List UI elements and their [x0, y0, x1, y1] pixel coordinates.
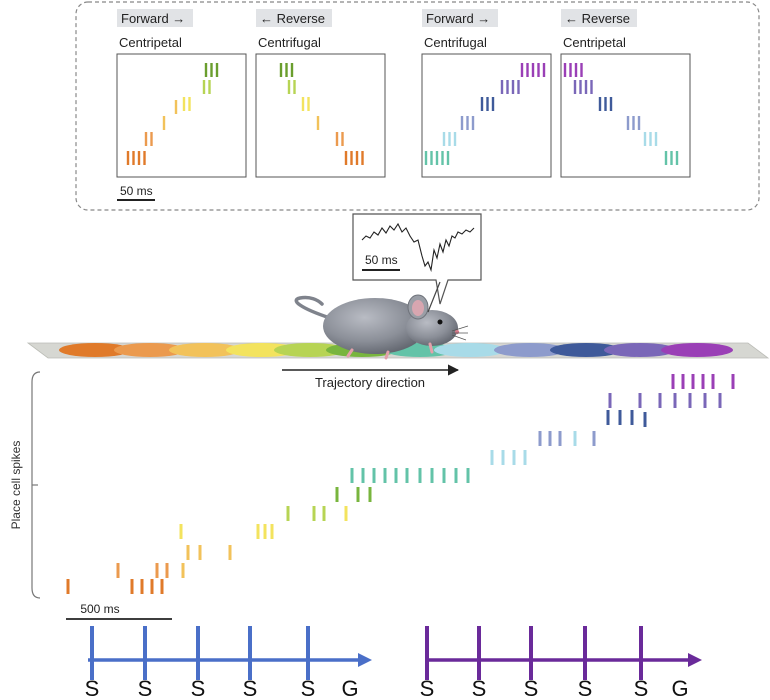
- track-patch: [114, 343, 186, 357]
- mouse-illustration: [294, 281, 469, 360]
- timeline-label: G: [671, 676, 688, 700]
- track-patch: [434, 343, 506, 357]
- sequence-inset-frame: [75, 1, 760, 211]
- timeline-label: S: [138, 676, 153, 700]
- lfp-bubble: 50 ms: [352, 213, 482, 305]
- track-patch: [604, 343, 676, 357]
- panel-label: Centrifugal: [424, 35, 487, 50]
- panel-tag: Forward →: [426, 11, 490, 26]
- main-scalebar-label: 500 ms: [80, 602, 119, 616]
- panel-box: [255, 53, 386, 178]
- panel-box: [421, 53, 552, 178]
- trajectory-label: Trajectory direction: [315, 375, 425, 390]
- inset-scalebar-label: 50 ms: [120, 184, 153, 198]
- timeline-label: G: [341, 676, 358, 700]
- panel-label: Centrifugal: [258, 35, 321, 50]
- tag-box: [561, 9, 637, 27]
- track-patch: [274, 343, 346, 357]
- track-patch: [550, 343, 622, 357]
- timeline-label: S: [191, 676, 206, 700]
- sequence-panel: Forward → Centrifugal: [421, 9, 552, 178]
- tag-box: [117, 9, 193, 27]
- mouse-whiskers: [451, 325, 469, 341]
- place-cell-raster: [66, 374, 735, 594]
- mouse-nose: [454, 329, 460, 335]
- lfp-trace: [361, 222, 475, 273]
- tag-box: [422, 9, 498, 27]
- timeline-label: S: [634, 676, 649, 700]
- timeline-label: S: [578, 676, 593, 700]
- mouse-eye: [437, 319, 443, 325]
- timeline-label: S: [472, 676, 487, 700]
- mouse-tail: [294, 295, 332, 320]
- mouse-feet: [346, 342, 434, 360]
- mouse-body: [323, 298, 427, 354]
- sequence-panel: ← Reverse Centrifugal: [255, 9, 386, 178]
- tag-box: [256, 9, 332, 27]
- timeline-arrowhead: [688, 653, 702, 667]
- panel-tag: ← Reverse: [565, 11, 630, 26]
- track-patch: [169, 343, 241, 357]
- timeline-label: S: [85, 676, 100, 700]
- panel-tag: Forward →: [121, 11, 185, 26]
- panel-label: Centripetal: [563, 35, 626, 50]
- sequence-panel: ← Reverse Centripetal: [560, 9, 691, 178]
- timeline-label: S: [524, 676, 539, 700]
- sequence-panel: Forward → Centripetal: [116, 9, 247, 178]
- timeline-label: S: [420, 676, 435, 700]
- track-patch: [494, 343, 566, 357]
- recording-electrode: [427, 281, 441, 313]
- timeline-label: S: [243, 676, 258, 700]
- y-axis-label: Place cell spikes: [9, 441, 23, 530]
- track-patch: [661, 343, 733, 357]
- panel-label: Centripetal: [119, 35, 182, 50]
- timeline-arrowhead: [358, 653, 372, 667]
- mouse-ear-inner: [412, 300, 424, 316]
- track-patch: [59, 343, 131, 357]
- panel-box: [116, 53, 247, 178]
- panel-tag: ← Reverse: [260, 11, 325, 26]
- timeline-label: S: [301, 676, 316, 700]
- lfp-scalebar-label: 50 ms: [365, 253, 398, 267]
